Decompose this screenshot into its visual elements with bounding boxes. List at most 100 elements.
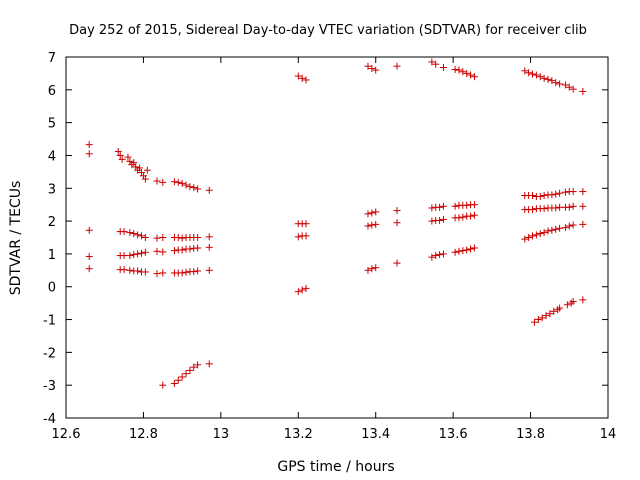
data-point: [153, 270, 161, 278]
data-point: [159, 381, 167, 389]
data-point: [372, 208, 380, 216]
data-point: [120, 266, 128, 274]
data-point: [134, 267, 142, 275]
data-point: [186, 183, 194, 191]
y-tick-label: -2: [43, 346, 56, 361]
data-point: [439, 64, 447, 72]
data-point: [134, 250, 142, 258]
data-point: [124, 153, 132, 161]
data-point: [552, 190, 560, 198]
data-point: [364, 266, 372, 274]
data-point: [451, 202, 459, 210]
data-point: [294, 233, 302, 241]
data-point: [536, 230, 544, 238]
data-point: [470, 73, 478, 81]
data-point: [463, 69, 471, 77]
y-tick-label: 2: [48, 215, 56, 230]
data-point: [114, 148, 122, 156]
data-point: [170, 247, 178, 255]
data-point: [459, 247, 467, 255]
data-point: [190, 363, 198, 371]
data-point: [455, 247, 463, 255]
data-point: [368, 209, 376, 217]
data-point: [141, 268, 149, 276]
data-point: [153, 247, 161, 255]
y-tick-label: 4: [48, 149, 56, 164]
x-tick-label: 13.2: [284, 427, 313, 442]
data-point: [554, 306, 562, 314]
data-point: [186, 366, 194, 374]
data-point: [205, 266, 213, 274]
data-point: [205, 243, 213, 251]
data-point: [159, 234, 167, 241]
data-point: [368, 265, 376, 273]
data-point: [126, 266, 134, 274]
data-point: [439, 202, 447, 210]
data-point: [529, 232, 537, 240]
data-point: [459, 68, 467, 76]
y-tick-label: 1: [48, 248, 56, 263]
data-point: [85, 150, 93, 158]
data-point: [569, 297, 577, 305]
data-point: [552, 79, 560, 87]
data-point: [428, 253, 436, 261]
data-point: [579, 202, 587, 210]
data-point: [550, 307, 558, 315]
data-point: [194, 234, 202, 241]
data-point: [205, 360, 213, 368]
data-point: [368, 221, 376, 229]
data-point: [579, 296, 587, 304]
y-tick-label: 5: [48, 117, 56, 132]
data-point: [563, 301, 571, 309]
data-point: [432, 252, 440, 260]
plot-frame: [65, 56, 609, 419]
data-point: [302, 220, 310, 228]
data-point: [552, 225, 560, 233]
data-point: [190, 268, 198, 276]
x-tick-label: 13.4: [361, 427, 390, 442]
data-point: [178, 179, 186, 187]
data-point: [540, 74, 548, 82]
data-point: [159, 269, 167, 277]
y-tick-label: -1: [43, 314, 56, 329]
data-point: [536, 192, 544, 200]
data-point: [85, 141, 93, 149]
x-tick-label: 13.6: [439, 427, 468, 442]
data-point: [186, 245, 194, 253]
data-point: [178, 269, 186, 277]
data-point: [393, 207, 401, 215]
data-point: [467, 212, 475, 220]
data-point: [565, 222, 573, 230]
y-axis-label: SDTVAR / TECUs: [8, 181, 24, 296]
data-point: [298, 286, 306, 294]
x-tick-label: 13: [213, 427, 230, 442]
data-point: [569, 221, 577, 229]
data-point: [561, 188, 569, 196]
data-point: [455, 66, 463, 74]
data-point: [579, 87, 587, 95]
data-point: [194, 361, 202, 369]
data-point: [130, 251, 138, 259]
data-point: [159, 248, 167, 256]
data-point: [470, 244, 478, 252]
data-point: [368, 64, 376, 72]
data-point: [364, 62, 372, 70]
data-point: [85, 253, 93, 261]
data-point: [540, 191, 548, 199]
data-point: [178, 246, 186, 254]
data-point: [532, 231, 540, 239]
data-point: [170, 178, 178, 186]
axis-ticks: 12.6 12.8 13 13.2 13.4 13.6 13.8 14 -4 -3 -2 -1 0 1 2 3…: [43, 51, 616, 442]
data-point: [182, 370, 190, 378]
data-point: [174, 376, 182, 384]
data-point: [525, 234, 533, 241]
data-point: [143, 166, 151, 174]
data-point: [552, 204, 560, 212]
y-tick-label: 6: [48, 84, 56, 99]
data-point: [569, 188, 577, 196]
data-point: [153, 234, 161, 242]
data-point: [579, 188, 587, 196]
data-point: [561, 224, 569, 232]
x-tick-label: 12.6: [52, 427, 81, 442]
